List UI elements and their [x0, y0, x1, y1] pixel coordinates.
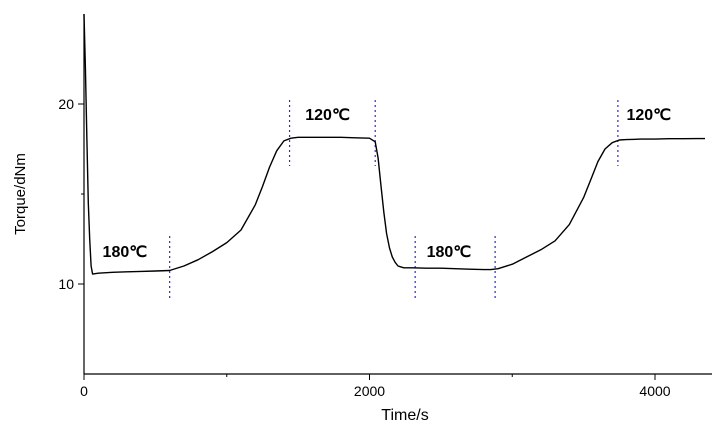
temperature-annotation: 120℃: [626, 107, 671, 124]
segment-markers: [169, 100, 619, 298]
y-tick-label: 20: [58, 96, 74, 112]
annotations: 180℃ 120℃ 180℃ 120℃: [103, 107, 672, 261]
ticks: 0 2000 4000 10 20: [58, 96, 670, 399]
series: [83, 13, 705, 275]
temperature-annotation: 180℃: [103, 244, 148, 261]
axes: [83, 14, 712, 375]
x-tick-label: 4000: [639, 383, 670, 399]
temperature-annotation: 120℃: [305, 107, 350, 124]
y-tick-label: 10: [58, 276, 74, 292]
x-tick-label: 0: [80, 383, 88, 399]
temperature-annotation: 180℃: [427, 244, 472, 261]
y-axis-title: Torque/dNm: [12, 153, 29, 235]
torque-series-line: [83, 13, 705, 275]
x-axis-title: Time/s: [381, 407, 428, 424]
x-tick-label: 2000: [354, 383, 385, 399]
